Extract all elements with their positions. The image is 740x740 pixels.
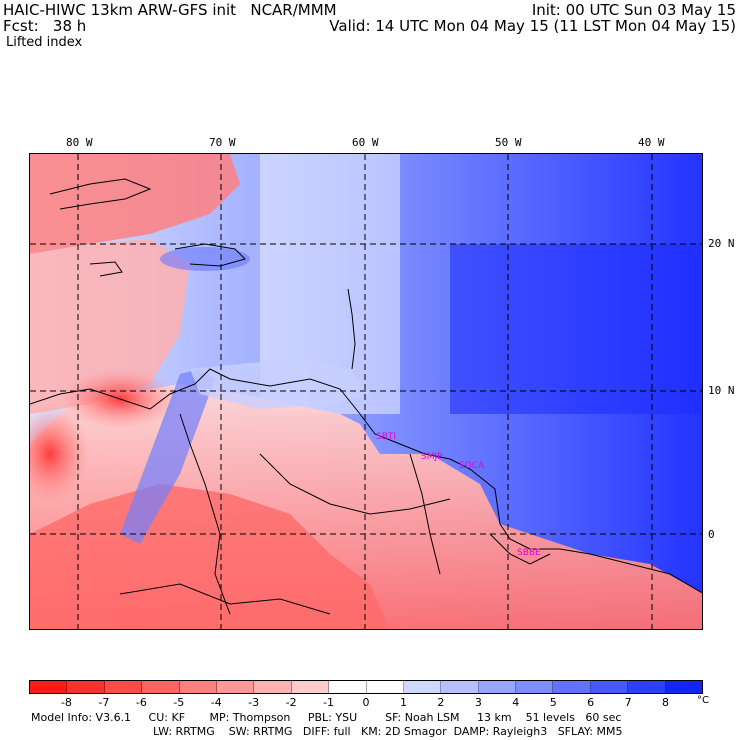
header-title-left: HAIC-HIWC 13km ARW-GFS init NCAR/MMM (3, 1, 337, 19)
colorbar-tick-label: 4 (512, 696, 520, 709)
map-canvas (30, 154, 702, 629)
colorbar-tick-label: 1 (399, 696, 407, 709)
colorbar-tick-label: 7 (624, 696, 632, 709)
colorbar-tick-label: -4 (210, 696, 222, 709)
colorbar-tick-label: 2 (437, 696, 445, 709)
colorbar-segment (628, 681, 666, 693)
caribbean-north-unstable (30, 154, 240, 254)
lat-label-10n: 10 N (708, 384, 735, 397)
colorbar-tick-label: 5 (549, 696, 557, 709)
colorbar-segment (441, 681, 479, 693)
station-label-sbbe: SBBE (517, 548, 541, 558)
lat-label-eq: 0 (708, 528, 715, 541)
lifted-index-map (29, 153, 703, 630)
colorbar-tick-label: 0 (362, 696, 370, 709)
colorbar-tick-label: -6 (135, 696, 147, 709)
colorbar-unit: °C (697, 695, 709, 706)
field-name: Lifted index (6, 35, 83, 50)
colorbar-segment (104, 681, 143, 693)
colorbar-tick-label: 6 (587, 696, 595, 709)
colorbar-segment (329, 681, 367, 693)
colorbar-tick-label: 3 (474, 696, 482, 709)
hispaniola-stable (160, 247, 250, 271)
model-info-line1: Model Info: V3.6.1 CU: KF MP: Thompson P… (31, 711, 622, 724)
lon-label-40w: 40 W (638, 136, 665, 149)
colorbar-segment (30, 681, 68, 693)
colorbar-segment (291, 681, 330, 693)
model-info-line2: LW: RRTMG SW: RRTMG DIFF: full KM: 2D Sm… (153, 725, 623, 738)
lower-left-unstable (30, 484, 390, 629)
colorbar-tick-label: -2 (285, 696, 297, 709)
colorbar-segment (179, 681, 217, 693)
colorbar-segment (67, 681, 105, 693)
colorbar-segment (516, 681, 554, 693)
colorbar-segment (590, 681, 629, 693)
colorbar (29, 680, 703, 694)
lon-label-70w: 70 W (209, 136, 236, 149)
colorbar-segment (403, 681, 442, 693)
colorbar-tick-label: 8 (662, 696, 670, 709)
header-init-time: Init: 00 UTC Sun 03 May 15 (531, 1, 736, 19)
station-label-sbti: SBTI (376, 432, 397, 442)
colorbar-segment (366, 681, 404, 693)
hot-spot-panama (30, 404, 90, 504)
station-label-soca: SOCA (459, 461, 485, 471)
lat-lon-grid (30, 154, 702, 629)
header-forecast-hour: Fcst: 38 h (3, 17, 87, 35)
caribbean-west-unstable (30, 239, 190, 414)
colorbar-segment (665, 681, 703, 693)
colorbar-segment (254, 681, 292, 693)
deep-stable-band (450, 244, 702, 414)
colorbar-tick-label: -7 (98, 696, 110, 709)
lon-label-50w: 50 W (495, 136, 522, 149)
andes-stable-streak (120, 369, 215, 544)
colorbar-tick-label: -1 (323, 696, 335, 709)
lat-label-20n: 20 N (708, 237, 735, 250)
colorbar-segment (478, 681, 517, 693)
colorbar-segment (553, 681, 591, 693)
lon-label-60w: 60 W (352, 136, 379, 149)
colorbar-segment (216, 681, 255, 693)
coastlines (30, 178, 702, 615)
lon-label-80w: 80 W (66, 136, 93, 149)
colorbar-segment (142, 681, 180, 693)
colorbar-tick-label: -3 (248, 696, 260, 709)
colorbar-tick-label: -5 (173, 696, 185, 709)
header-valid-time: Valid: 14 UTC Mon 04 May 15 (11 LST Mon … (329, 17, 736, 35)
colorbar-tick-label: -8 (60, 696, 72, 709)
station-label-smjp: SMJP (421, 452, 443, 462)
